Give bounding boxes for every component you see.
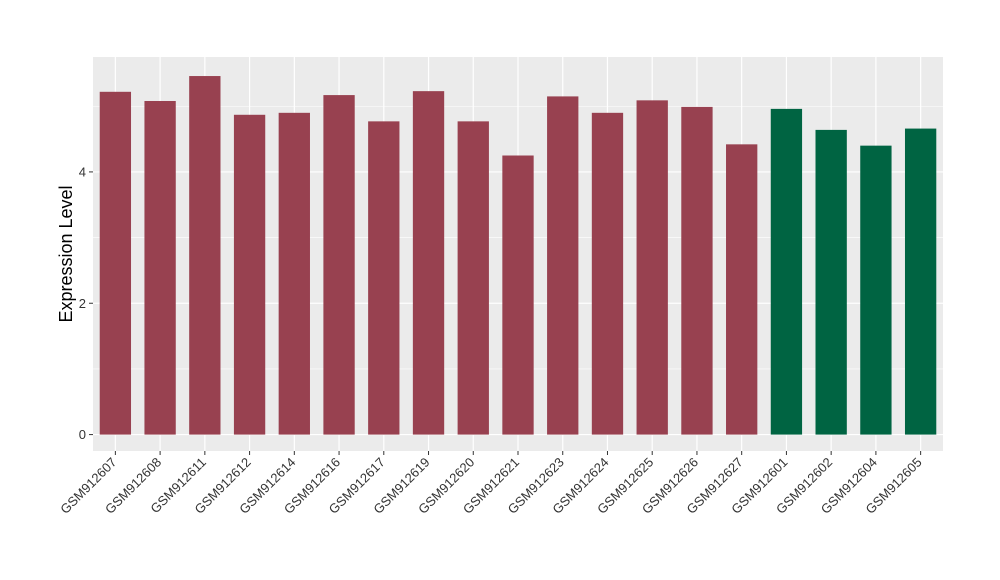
bar-GSM912621 <box>502 155 534 435</box>
y-tick-label: 4 <box>79 164 86 179</box>
bar-GSM912626 <box>681 106 713 435</box>
bar-GSM912614 <box>278 112 310 435</box>
bar-GSM912605 <box>904 128 937 435</box>
bar-GSM912612 <box>233 114 266 435</box>
bar-GSM912607 <box>99 91 132 435</box>
bar-GSM912611 <box>189 76 221 435</box>
x-axis: GSM912607GSM912608GSM912611GSM912612GSM9… <box>57 451 925 517</box>
bar-GSM912624 <box>591 112 624 435</box>
y-tick-label: 2 <box>79 296 86 311</box>
y-tick-label: 0 <box>79 427 86 442</box>
bar-GSM912608 <box>144 100 176 435</box>
y-axis-title: Expression Level <box>56 185 76 322</box>
bar-GSM912619 <box>412 91 445 435</box>
y-axis: 0 2 4 <box>79 164 93 442</box>
bar-GSM912623 <box>547 96 579 435</box>
bar-GSM912625 <box>636 100 668 435</box>
bar-GSM912616 <box>323 95 355 435</box>
bar-GSM912627 <box>726 144 758 435</box>
bar-GSM912601 <box>770 108 803 435</box>
bar-GSM912620 <box>457 121 489 435</box>
bar-GSM912617 <box>368 121 400 435</box>
bar-GSM912604 <box>860 145 892 435</box>
bars <box>99 76 937 435</box>
bar-GSM912602 <box>815 129 847 435</box>
